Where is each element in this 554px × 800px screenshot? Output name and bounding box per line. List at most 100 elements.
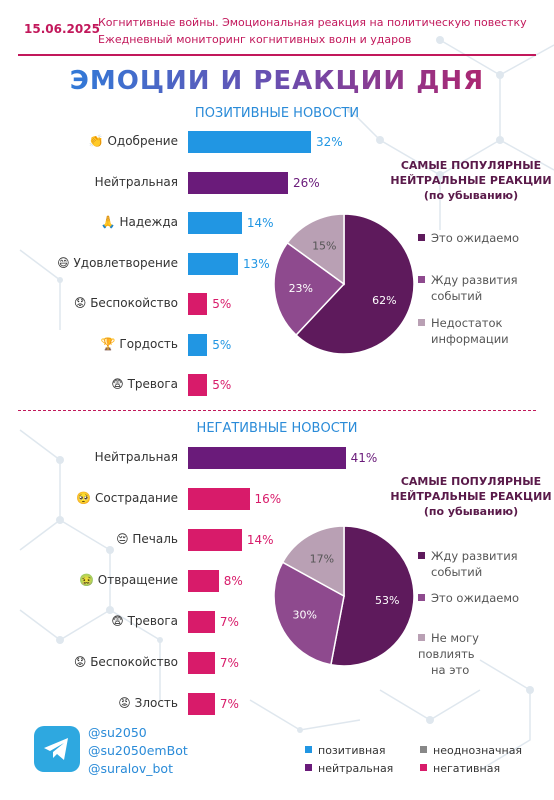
pie-slice-label: 23% xyxy=(289,282,313,295)
bar xyxy=(188,447,346,469)
bar-value-label: 32% xyxy=(316,135,343,149)
bar xyxy=(188,529,242,551)
legend-key: позитивная xyxy=(305,744,386,757)
pie1-title-line: НЕЙТРАЛЬНЫЕ РЕАКЦИИ xyxy=(390,174,552,187)
pie-legend-label: информации xyxy=(431,332,509,346)
pie-legend-swatch xyxy=(418,319,425,326)
header-divider xyxy=(18,54,536,56)
telegram-handle[interactable]: @su2050emBot xyxy=(88,743,188,758)
pie-legend-label: Жду развития xyxy=(418,272,528,288)
pie1-title-line: САМЫЕ ПОПУЛЯРНЫЕ xyxy=(400,159,542,172)
pie1-title-line: (по убыванию) xyxy=(423,189,519,202)
pie-slice-label: 30% xyxy=(293,608,317,621)
pie-legend-label: Это ожидаемо xyxy=(418,590,528,606)
bar-category-label: 🏆 Гордость xyxy=(100,336,178,351)
bar-category-label: 😨 Тревога xyxy=(111,377,178,391)
pie-chart-positive-neutral: 62% 23% 15% xyxy=(273,213,415,355)
bar-value-label: 8% xyxy=(223,574,243,588)
pie-legend-label: Это ожидаемо xyxy=(418,230,528,246)
pie-legend-swatch xyxy=(418,234,425,241)
pie-slice xyxy=(295,213,415,355)
telegram-handle[interactable]: @suralov_bot xyxy=(88,761,173,776)
pie-legend-item: Не могу повлиять на это xyxy=(418,630,528,678)
subtitle-line-2: Ежедневный мониторинг когнитивных волн и… xyxy=(98,33,412,46)
report-date: 15.06.2025 xyxy=(24,22,100,36)
bar xyxy=(188,374,208,396)
bar xyxy=(188,131,311,153)
pie-slice xyxy=(273,241,346,337)
bar-value-label: 7% xyxy=(219,656,239,670)
section-divider xyxy=(18,410,536,411)
pie-legend-label: Недостаток xyxy=(418,315,528,331)
negative-section-title: НЕГАТИВНЫЕ НОВОСТИ xyxy=(196,421,358,436)
pie-legend-swatch xyxy=(418,634,425,641)
telegram-handle[interactable]: @su2050 xyxy=(88,725,147,740)
bar-category-label: 😔 Печаль xyxy=(116,532,178,546)
bar xyxy=(188,212,242,234)
legend-swatch xyxy=(420,746,427,753)
pie-legend-item: Недостаток информации xyxy=(418,315,528,347)
bar-value-label: 7% xyxy=(219,697,239,711)
bar-value-label: 41% xyxy=(350,451,378,465)
subtitle-line-1: Когнитивные войны. Эмоциональная реакция… xyxy=(98,16,527,29)
pie-legend-label: событий xyxy=(431,565,483,579)
legend-swatch xyxy=(420,764,427,771)
pie-legend-swatch xyxy=(418,594,425,601)
bar-value-label: 16% xyxy=(254,492,282,506)
pie2-title: САМЫЕ ПОПУЛЯРНЫЕ НЕЙТРАЛЬНЫЕ РЕАКЦИИ (по… xyxy=(386,474,554,519)
pie2-title-line: САМЫЕ ПОПУЛЯРНЫЕ xyxy=(400,475,542,488)
page-title: ЭМОЦИИ И РЕАКЦИИ ДНЯ xyxy=(0,66,554,96)
pie-chart-negative-neutral: 53% 30% 17% xyxy=(273,525,415,667)
legend-key: нейтральная xyxy=(305,762,393,775)
bar-value-label: 14% xyxy=(246,533,274,547)
pie2-title-line: (по убыванию) xyxy=(423,505,519,518)
legend-swatch xyxy=(305,746,312,753)
legend-swatch xyxy=(305,764,312,771)
bar-value-label: 26% xyxy=(292,175,320,190)
pie-slice-label: 53% xyxy=(375,594,399,607)
positive-section-title: ПОЗИТИВНЫЕ НОВОСТИ xyxy=(194,106,360,121)
bar-category-label: 😟 Беспокойство xyxy=(73,655,178,669)
pie1-title: САМЫЕ ПОПУЛЯРНЫЕ НЕЙТРАЛЬНЫЕ РЕАКЦИИ (по… xyxy=(386,158,554,203)
telegram-icon[interactable] xyxy=(34,726,80,772)
bar-category-label: 😄 Удовлетворение xyxy=(57,255,178,270)
bar-value-label: 5% xyxy=(212,337,232,352)
bar-value-label: 5% xyxy=(212,297,232,311)
bar xyxy=(188,570,219,592)
bar-category-label: 😡 Злость xyxy=(118,696,178,710)
bar-category-label: Нейтральная xyxy=(94,174,178,189)
bar-category-label: Нейтральная xyxy=(94,450,178,464)
bar xyxy=(188,652,215,674)
pie-slice xyxy=(281,525,345,598)
bar xyxy=(188,293,208,315)
bar-category-label: 😟 Беспокойство xyxy=(73,296,178,310)
bar-category-label: 👏 Одобрение xyxy=(88,134,178,148)
bar xyxy=(188,333,208,356)
bar xyxy=(188,693,215,715)
pie-slice-label: 17% xyxy=(310,553,334,566)
bar-value-label: 14% xyxy=(246,216,274,230)
bar-category-label: 🤢 Отвращение xyxy=(79,573,178,587)
pie-legend-label: на это xyxy=(431,663,470,677)
pie-slice xyxy=(286,213,345,286)
pie-legend-item: Это ожидаемо xyxy=(418,230,528,246)
legend-key: негативная xyxy=(420,762,500,775)
pie-legend-swatch xyxy=(418,276,425,283)
pie-legend-item: Жду развития событий xyxy=(418,548,528,580)
pie-slice xyxy=(330,525,415,667)
bar-category-label: 🥺 Сострадание xyxy=(76,491,178,505)
pie-legend-swatch xyxy=(418,552,425,559)
bar-value-label: 5% xyxy=(212,378,232,392)
pie-slice-label: 15% xyxy=(312,239,336,252)
pie-legend-label: Не могу повлиять xyxy=(418,631,479,661)
bar xyxy=(188,611,215,633)
bar-value-label: 7% xyxy=(219,615,239,629)
pie-legend-label: Жду развития xyxy=(418,548,528,564)
pie-slice-label: 62% xyxy=(372,294,396,307)
pie-slice xyxy=(273,561,345,666)
bar xyxy=(188,171,288,194)
bar xyxy=(188,252,238,275)
bar-category-label: 🙏 Надежда xyxy=(100,215,178,229)
legend-key: неоднозначная xyxy=(420,744,522,757)
